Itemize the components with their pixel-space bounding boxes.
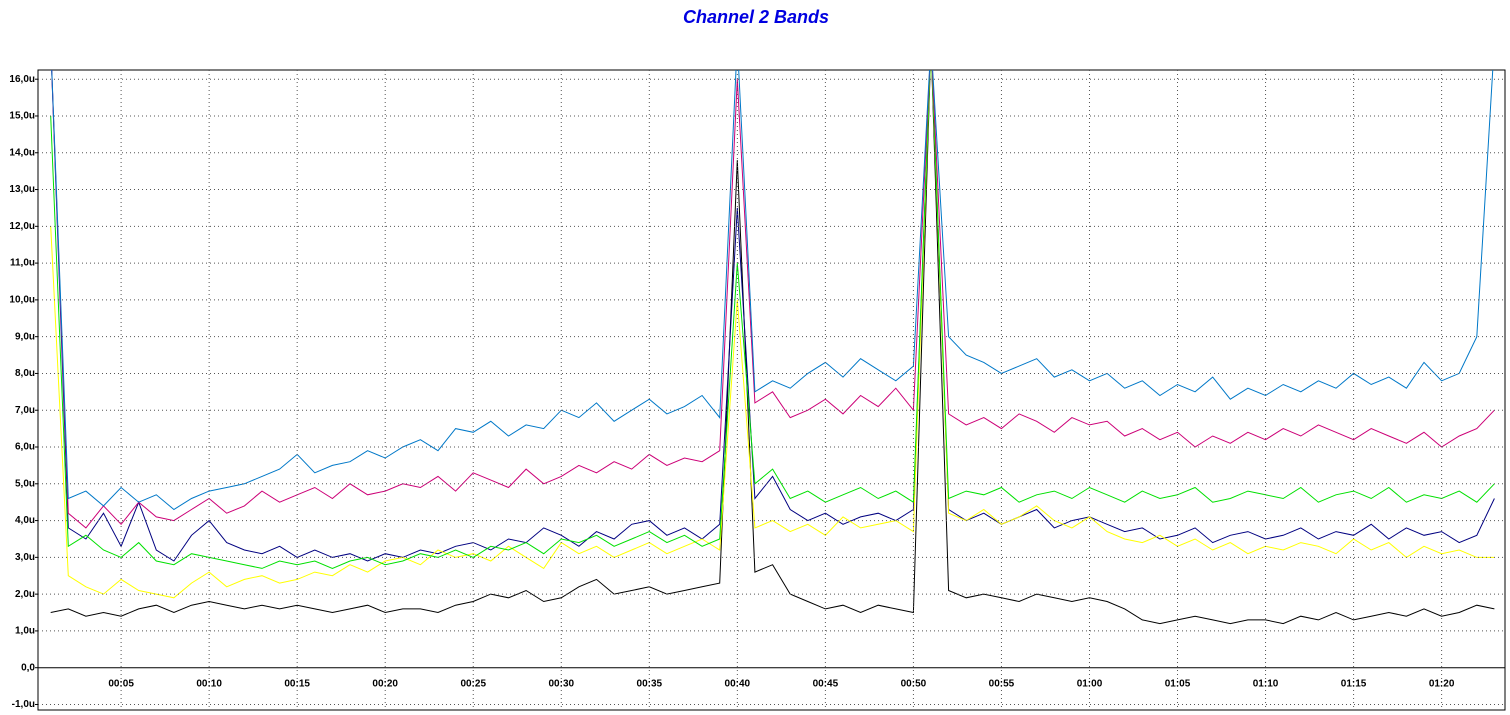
- x-tick-label: 01:00: [1077, 678, 1103, 689]
- x-tick-label: 00:40: [725, 678, 751, 689]
- y-tick-label: 2,0u: [15, 589, 35, 600]
- x-tick-label: 01:15: [1341, 678, 1367, 689]
- series-line: [51, 70, 1495, 529]
- x-tick-label: 01:20: [1429, 678, 1455, 689]
- x-tick-label: 00:20: [372, 678, 398, 689]
- y-tick-label: 14,0u: [9, 147, 35, 158]
- x-tick-label: 01:05: [1165, 678, 1191, 689]
- y-tick-label: 1,0u: [15, 626, 35, 637]
- y-tick-label: 9,0u: [15, 331, 35, 342]
- y-tick-label: 0,0: [21, 662, 35, 673]
- x-tick-label: 00:25: [460, 678, 486, 689]
- x-tick-label: 00:15: [284, 678, 310, 689]
- series-line: [50, 70, 1495, 599]
- y-tick-label: 15,0u: [9, 111, 35, 122]
- series-line: [51, 70, 1495, 562]
- y-tick-label: 7,0u: [15, 405, 35, 416]
- x-tick-label: 01:10: [1253, 678, 1279, 689]
- y-tick-label: 11,0u: [10, 258, 35, 269]
- x-tick-label: 00:45: [813, 678, 839, 689]
- x-tick-label: 00:35: [637, 678, 663, 689]
- x-tick-label: 00:55: [989, 678, 1015, 689]
- y-tick-label: -1,0u: [12, 699, 35, 710]
- y-tick-label: 4,0u: [15, 515, 35, 526]
- chart-title: Channel 2 Bands: [683, 7, 829, 27]
- plot-frame: [37, 69, 1506, 711]
- y-tick-label: 10,0u: [9, 295, 35, 306]
- y-tick-label: 13,0u: [9, 184, 35, 195]
- series-line: [50, 70, 1495, 569]
- x-tick-label: 00:50: [901, 678, 927, 689]
- y-tick-label: 16,0u: [9, 74, 35, 85]
- y-tick-label: 5,0u: [15, 478, 35, 489]
- y-tick-label: 6,0u: [15, 442, 35, 453]
- x-tick-label: 00:05: [108, 678, 134, 689]
- x-tick-label: 00:10: [196, 678, 222, 689]
- series-line: [50, 70, 1495, 625]
- plot-area: [50, 70, 1495, 625]
- series-line: [51, 70, 1494, 511]
- x-tick-label: 00:30: [548, 678, 574, 689]
- y-tick-label: 3,0u: [15, 552, 35, 563]
- y-tick-label: 8,0u: [15, 368, 35, 379]
- y-tick-label: 12,0u: [9, 221, 35, 232]
